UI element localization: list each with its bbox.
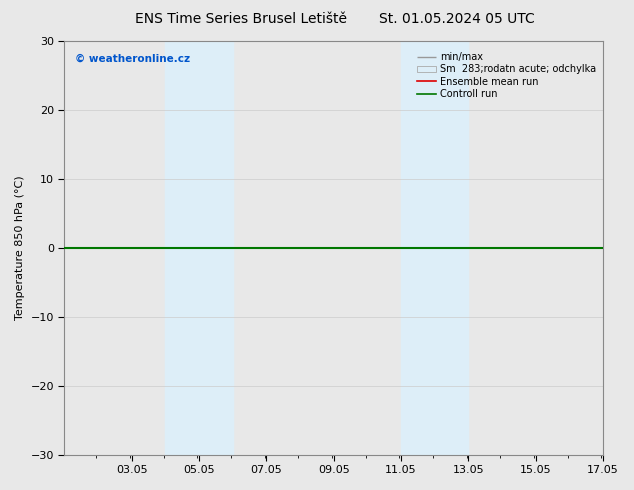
Text: © weatheronline.cz: © weatheronline.cz [75, 53, 190, 64]
Bar [165, 41, 233, 455]
Bar [401, 41, 469, 455]
Y-axis label: Temperature 850 hPa (°C): Temperature 850 hPa (°C) [15, 175, 25, 320]
Legend: min/max, Sm  283;rodatn acute; odchylka, Ensemble mean run, Controll run: min/max, Sm 283;rodatn acute; odchylka, … [415, 50, 598, 101]
Text: St. 01.05.2024 05 UTC: St. 01.05.2024 05 UTC [378, 12, 534, 26]
Text: ENS Time Series Brusel Letiště: ENS Time Series Brusel Letiště [135, 12, 347, 26]
